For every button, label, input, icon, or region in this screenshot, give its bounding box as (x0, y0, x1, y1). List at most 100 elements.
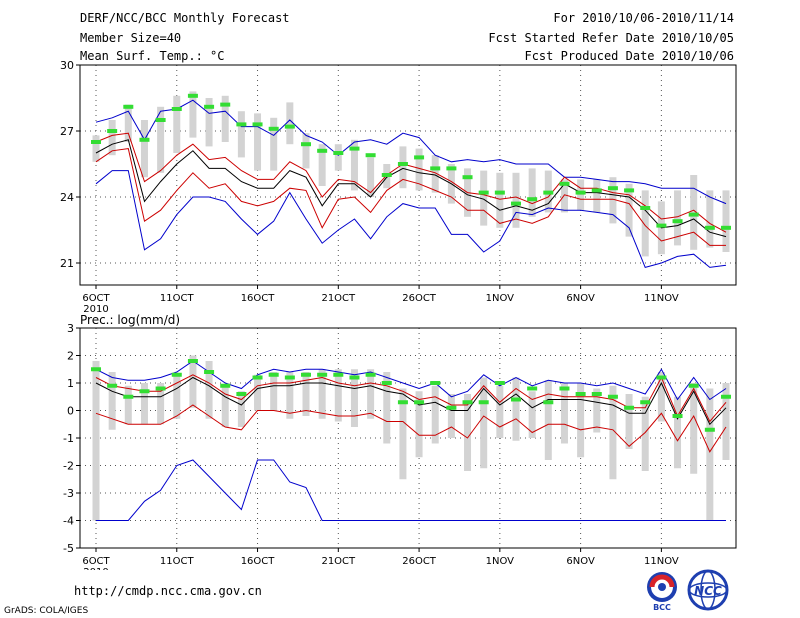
x-tick-label: 26OCT (402, 556, 437, 567)
range-bar (286, 102, 294, 145)
range-bar (625, 394, 633, 449)
data-marker (543, 400, 554, 405)
range-bar (189, 91, 197, 138)
x-year-label: 2010 (83, 567, 108, 570)
data-marker (559, 181, 570, 186)
data-marker (91, 140, 101, 144)
data-marker (511, 397, 521, 402)
range-bar (254, 374, 262, 411)
range-bar (124, 385, 132, 425)
data-marker (494, 381, 505, 385)
range-bar (464, 394, 472, 471)
data-marker (591, 188, 602, 193)
range-bar (254, 113, 262, 171)
range-bar (431, 155, 439, 193)
range-bar (205, 98, 213, 147)
range-bar (173, 374, 181, 419)
data-marker (365, 372, 376, 377)
x-tick-label: 11NOV (644, 556, 679, 567)
y-tick-label: -5 (63, 542, 74, 555)
data-marker (704, 225, 715, 230)
data-marker (155, 118, 166, 122)
data-marker (333, 151, 344, 155)
data-marker (171, 372, 182, 377)
range-bar (512, 172, 520, 228)
x-tick-label: 6OCT (82, 556, 110, 567)
data-marker (688, 212, 699, 217)
x-tick-label: 1NOV (486, 293, 515, 304)
bcc-logo-text: BCC (653, 603, 671, 612)
data-marker (721, 394, 731, 399)
series-line-max (95, 99, 727, 205)
temperature-chart: 21 24 27 30 6OCT 11OCT 16OCT 21OCT 26OCT 1NOV 6NOV… (60, 59, 737, 315)
data-marker (252, 375, 263, 380)
data-marker (301, 142, 311, 147)
range-bar (690, 383, 698, 474)
y-tick-label: -3 (63, 487, 74, 500)
data-marker (139, 137, 150, 142)
range-bar (690, 175, 698, 250)
range-bar (641, 396, 649, 471)
data-marker (91, 367, 101, 372)
data-marker (494, 190, 505, 195)
x-tick-label: 21OCT (321, 556, 356, 567)
range-bar (496, 172, 504, 228)
data-marker (543, 190, 554, 195)
range-bar (173, 95, 181, 153)
range-bar (528, 168, 536, 217)
range-bar (318, 369, 326, 419)
range-bar (431, 385, 439, 444)
data-marker (333, 372, 344, 377)
range-bar (350, 369, 358, 427)
data-marker (284, 375, 295, 380)
data-marker (236, 122, 247, 127)
range-bar (674, 396, 682, 469)
series-line-mean (95, 376, 727, 426)
range-bar (625, 183, 633, 237)
x-tick-label: 11NOV (644, 293, 679, 304)
data-marker (187, 93, 198, 98)
range-bar (560, 179, 568, 213)
data-marker (187, 359, 198, 363)
data-marker (317, 148, 328, 153)
produced-date: Fcst Produced Date 2010/10/06 (524, 49, 734, 63)
data-marker (381, 381, 392, 385)
data-marker (607, 394, 618, 399)
series-line-mean_plus (95, 374, 727, 423)
website-url[interactable]: http://cmdp.ncc.cma.gov.cn (74, 584, 262, 598)
range-bar (302, 133, 310, 169)
range-bar (334, 369, 342, 422)
data-marker (139, 389, 150, 394)
data-marker (220, 102, 231, 107)
range-bar (221, 385, 229, 427)
range-bar (706, 190, 714, 248)
range-bar (157, 106, 165, 173)
y-tick-label: 0 (67, 405, 74, 418)
y-tick-label: -4 (63, 515, 74, 528)
data-marker (365, 153, 376, 158)
data-marker (656, 375, 667, 380)
range-bar (609, 385, 617, 480)
data-marker (397, 162, 408, 166)
data-marker (446, 405, 457, 410)
data-marker (252, 122, 263, 127)
data-marker (511, 201, 521, 206)
range-bar (140, 120, 148, 178)
data-marker (640, 400, 651, 405)
range-bar (577, 179, 585, 211)
range-bar (480, 377, 488, 469)
data-marker (430, 381, 441, 385)
y-tick-label: -1 (63, 432, 74, 445)
y-tick-label: 3 (67, 322, 74, 335)
range-bar (334, 144, 342, 171)
y-tick-label: 27 (60, 125, 74, 138)
range-bar (722, 383, 730, 460)
member-size: Member Size=40 (80, 31, 182, 45)
range-bar (140, 383, 148, 425)
y-tick-label: 30 (60, 59, 74, 72)
x-tick-label: 16OCT (241, 556, 276, 567)
series-line-mean_minus (95, 404, 727, 453)
range-bar (415, 391, 423, 458)
refer-date: Fcst Started Refer Date 2010/10/05 (488, 31, 734, 45)
range-bar (528, 391, 536, 438)
